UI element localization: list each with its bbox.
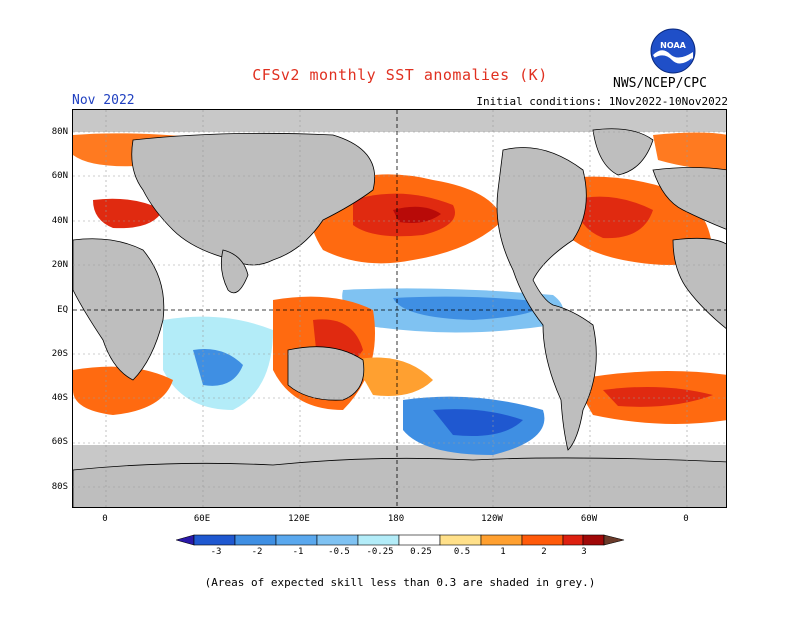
colorbar-label: 1	[500, 547, 506, 557]
colorbar-bin-3	[275, 534, 318, 546]
lon-label-180: 180	[387, 514, 405, 524]
colorbar-bin-11	[582, 534, 605, 546]
colorbar-bin-9	[521, 534, 564, 546]
eurasia-east-edge	[652, 167, 726, 230]
australia	[287, 346, 365, 401]
lat-label-60s: 60S	[51, 437, 68, 447]
lon-label-60w: 60W	[580, 514, 598, 524]
africa-east-edge	[672, 237, 726, 329]
colorbar-bin-10	[562, 534, 584, 546]
lon-label-120e: 120E	[288, 514, 310, 524]
continents	[73, 128, 726, 507]
colorbar-bin-5	[357, 534, 400, 546]
lat-label-40s: 40S	[51, 393, 68, 403]
greenland	[592, 128, 654, 176]
colorbar-label: -0.25	[366, 547, 394, 557]
sst-anomaly-map	[72, 109, 727, 508]
skill-note: (Areas of expected skill less than 0.3 a…	[204, 576, 596, 589]
colorbar-label: -3	[210, 547, 222, 557]
lat-label-80n: 80N	[51, 127, 68, 137]
lat-label-60n: 60N	[51, 171, 68, 181]
lat-label-20n: 20N	[51, 260, 68, 270]
colorbar-label: 0.25	[410, 547, 432, 557]
colorbar-arrow-high	[603, 534, 625, 546]
colorbar-bin-4	[316, 534, 359, 546]
lat-label-20s: 20S	[51, 349, 68, 359]
lat-label-eq: EQ	[57, 305, 68, 315]
colorbar-label: -2	[251, 547, 263, 557]
graticule	[73, 110, 726, 507]
lat-label-40n: 40N	[51, 216, 68, 226]
lon-label-0: 0	[102, 514, 108, 524]
africa	[73, 238, 165, 381]
antarctica	[73, 457, 726, 507]
forecast-month: Nov 2022	[72, 93, 135, 108]
initial-conditions: Initial conditions: 1Nov2022-10Nov2022	[476, 95, 728, 108]
colorbar-bin-8	[480, 534, 523, 546]
sst-anomaly-svg	[73, 110, 726, 507]
lon-label-0-east: 0	[683, 514, 689, 524]
colorbar-label: 2	[541, 547, 547, 557]
map-title: CFSv2 monthly SST anomalies (K)	[252, 66, 548, 84]
colorbar-label: -0.5	[328, 547, 350, 557]
eurasia	[131, 132, 375, 266]
lon-label-120w: 120W	[481, 514, 503, 524]
lon-label-60e: 60E	[193, 514, 211, 524]
colorbar-bin-6	[398, 534, 441, 546]
noaa-logo: NOAA	[650, 28, 696, 74]
low-skill-north	[73, 110, 726, 132]
colorbar-label: -1	[292, 547, 304, 557]
agency-label: NWS/NCEP/CPC	[613, 76, 707, 91]
colorbar-bin-2	[234, 534, 277, 546]
india	[220, 249, 249, 294]
colorbar-bin-7	[439, 534, 482, 546]
colorbar-arrow-low	[176, 534, 195, 546]
colorbar	[176, 534, 625, 546]
noaa-logo-text: NOAA	[660, 41, 686, 50]
colorbar-label: 3	[581, 547, 587, 557]
colorbar-label: 0.5	[453, 547, 471, 557]
lat-label-80s: 80S	[51, 482, 68, 492]
colorbar-bin-1	[193, 534, 236, 546]
americas	[496, 147, 597, 451]
